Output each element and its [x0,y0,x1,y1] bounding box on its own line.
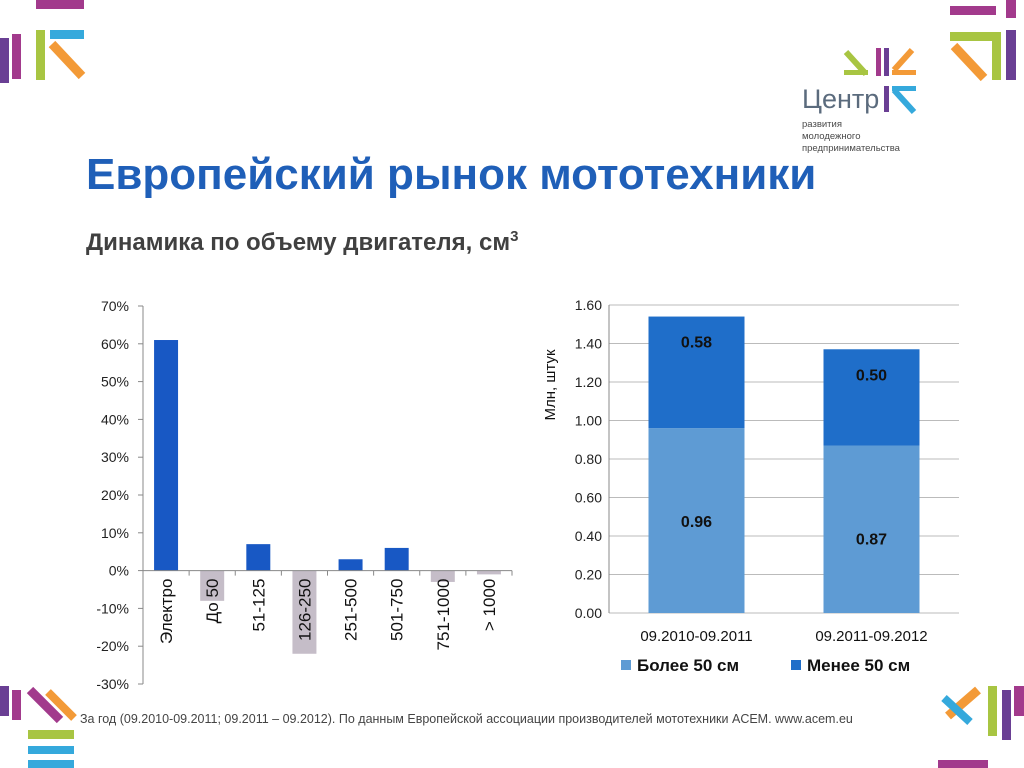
y-tick-label: 40% [101,411,129,427]
y-tick-label: 1.00 [575,413,602,429]
y-tick-label: 0.80 [575,451,602,467]
bar [292,570,317,654]
bar [246,544,271,571]
corner-arrows-bottom-right-icon [938,686,1024,768]
y-tick-label: 30% [101,449,129,465]
y-tick-label: 0% [109,563,129,579]
y-tick-label: 0.60 [575,490,602,506]
corner-arrows-top-right-icon [950,0,1016,82]
corner-arrows-bottom-left-icon [0,686,77,768]
logo-subtitle-line: развития [802,119,842,130]
data-label: 0.50 [856,367,887,384]
logo-name: Центр [802,84,880,114]
y-axis-title: Млн, штук [542,349,559,420]
logo-subtitle-line: молодежного [802,131,861,142]
bar-segment [823,349,920,446]
y-tick-label: 50% [101,374,129,390]
page-subtitle: Динамика по объему двигателя, см3 [86,228,518,257]
y-tick-label: 10% [101,525,129,541]
data-label: 0.87 [856,532,887,549]
subtitle-text: Динамика по объему двигателя, см [86,229,511,256]
engine-volume-change-chart: 70% 60% 50% 40% 30% 20% 10% 0% -10% -20% -30% Элект… [96,298,513,692]
legend-swatch [791,660,801,670]
bar-segment [648,428,745,613]
bar [154,340,179,571]
y-tick-label: 60% [101,336,129,352]
bar-segment [648,316,745,429]
logo-arrows-icon [843,47,917,115]
y-tick-label: 0.20 [575,567,602,583]
x-category-label: 51-125 [249,579,268,632]
legend-label: Более 50 см [637,656,739,675]
y-tick-label: -30% [96,676,129,692]
x-category-label: 751-1000 [434,579,453,651]
x-category-label: > 1000 [480,579,499,631]
bar-segment [823,445,920,613]
x-category-label: 09.2010-09.2011 [640,628,752,645]
y-tick-label: -10% [96,600,129,616]
x-category-label: До 50 [203,579,222,624]
bar [476,570,501,575]
legend-label: Менее 50 см [807,656,910,675]
legend-swatch [621,660,631,670]
x-category-label: Электро [157,579,176,644]
y-tick-label: 1.60 [575,297,602,313]
x-category-label: 501-750 [388,579,407,641]
logo-subtitle-line: предпринимательства [802,143,900,154]
y-tick-label: 1.40 [575,336,602,352]
y-tick-label: 0.00 [575,605,602,621]
footnote: За год (09.2010-09.2011; 09.2011 – 09.20… [80,712,853,726]
x-category-label: 09.2011-09.2012 [815,628,927,645]
y-tick-label: 0.40 [575,528,602,544]
page-title: Европейский рынок мототехники [86,150,817,199]
corner-arrows-top-left-icon [0,0,86,83]
logo-subtitle: развития молодежного предпринимательства [802,119,942,155]
y-tick-label: -20% [96,638,129,654]
x-category-label: 126-250 [295,579,314,641]
data-label: 0.96 [681,514,712,531]
x-category-label: 251-500 [342,579,361,641]
y-tick-label: 1.20 [575,374,602,390]
sales-volume-stacked-chart: 1.60 1.40 1.20 1.00 0.80 0.60 0.40 0.20 0.00 Млн,… [542,297,959,675]
subtitle-superscript: 3 [510,228,519,245]
y-tick-label: 20% [101,487,129,503]
data-label: 0.58 [681,335,712,352]
bar [200,570,225,601]
bar [430,570,455,582]
y-tick-label: 70% [101,298,129,314]
bar [384,547,409,571]
bar [338,559,363,571]
